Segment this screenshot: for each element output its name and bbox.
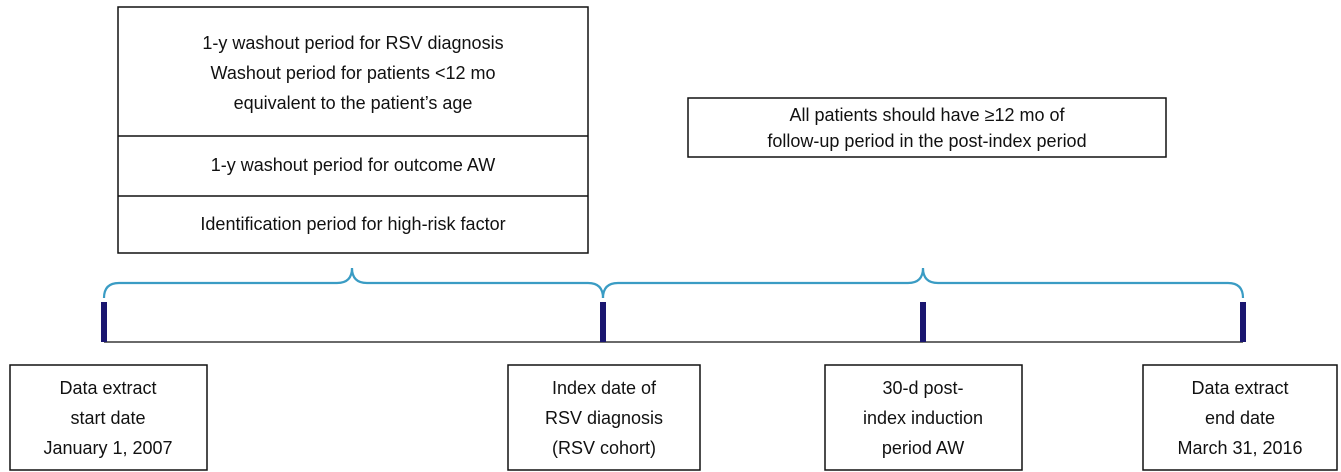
date-box (824, 364, 1023, 471)
box-line: RSV diagnosis (545, 408, 663, 428)
box-line: January 1, 2007 (43, 438, 172, 458)
date-box (507, 364, 701, 471)
box-line: Index date of (552, 378, 657, 398)
box-line: Data extract (59, 378, 156, 398)
box-line: Data extract (1191, 378, 1288, 398)
box-line: start date (70, 408, 145, 428)
box-line: All patients should have ≥12 mo of (789, 105, 1065, 125)
box-line: March 31, 2016 (1177, 438, 1302, 458)
brace (102, 267, 605, 299)
box-line: 30-d post- (882, 378, 963, 398)
box-line: period AW (882, 438, 964, 458)
box-line: index induction (863, 408, 983, 428)
box-line: Identification period for high-risk fact… (200, 214, 505, 234)
date-box (1142, 364, 1338, 471)
washout-box (117, 6, 589, 254)
box-line: 1-y washout period for outcome AW (211, 155, 495, 175)
box-line: end date (1205, 408, 1275, 428)
box-line: follow-up period in the post-index perio… (767, 131, 1086, 151)
box-line: Washout period for patients <12 mo (211, 63, 496, 83)
box-line: equivalent to the patient’s age (234, 93, 473, 113)
followup-box (687, 97, 1167, 158)
box-line: 1-y washout period for RSV diagnosis (202, 33, 503, 53)
date-box (9, 364, 208, 471)
brace (601, 267, 1245, 299)
box-line: (RSV cohort) (552, 438, 656, 458)
